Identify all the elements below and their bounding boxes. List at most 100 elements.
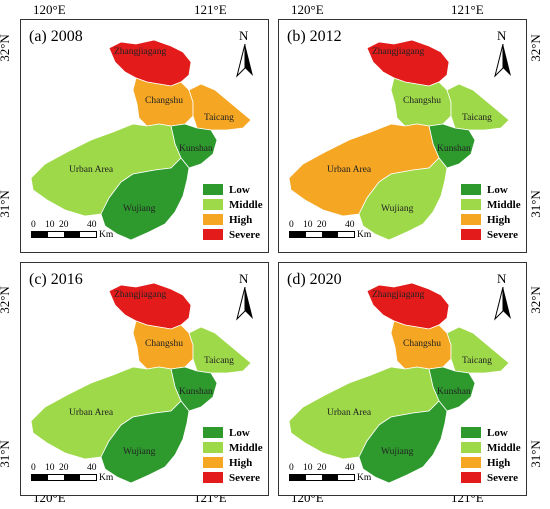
- map-panel: Zhangjiagang Changshu Taicang Kunshan Urban …: [20, 19, 269, 253]
- scale-bar: 0 10 20 40 Km: [31, 220, 113, 240]
- legend-swatch: [203, 427, 223, 438]
- map-panel: Zhangjiagang Changshu Taicang Kunshan Urban …: [278, 262, 527, 496]
- lat-31-left-top: 31°N: [0, 190, 12, 218]
- region-label: Changshu: [403, 339, 441, 349]
- region-label: Taicang: [204, 113, 234, 123]
- legend-item: Severe: [461, 227, 521, 242]
- legend-item: Low: [203, 425, 263, 440]
- region-wujiang: [358, 157, 448, 241]
- region-label: Wujiang: [381, 204, 414, 214]
- region-wujiang: [100, 157, 190, 241]
- legend-item: Low: [203, 182, 263, 197]
- region-label: Zhangjiagang: [114, 290, 167, 300]
- lat-32-left-top: 32°N: [0, 34, 12, 62]
- top-lon-right: 121°E: [194, 2, 227, 17]
- region-label: Taicang: [462, 113, 492, 123]
- legend-label: Middle: [487, 441, 521, 454]
- legend-item: High: [461, 455, 521, 470]
- legend-label: Low: [487, 426, 508, 439]
- scale-tick-label: 10: [303, 220, 313, 230]
- region-zhangjiagang: [366, 39, 450, 87]
- legend-item: High: [461, 212, 521, 227]
- legend-item: Middle: [461, 440, 521, 455]
- region-wujiang: [100, 400, 190, 484]
- panel-title: (b) 2012: [287, 28, 342, 45]
- legend-label: Severe: [229, 471, 260, 484]
- region-label: Zhangjiagang: [372, 290, 425, 300]
- region-label: Changshu: [145, 339, 183, 349]
- region-label: Changshu: [145, 96, 183, 106]
- scale-tick-label: 20: [317, 220, 327, 230]
- region-label: Kunshan: [437, 144, 471, 154]
- scale-bar: 0 10 20 40 Km: [289, 220, 371, 240]
- north-arrow-icon: [236, 287, 253, 321]
- region-changshu: [390, 77, 452, 127]
- legend-item: Middle: [203, 440, 263, 455]
- region-taicang: [446, 326, 510, 374]
- north-arrow-icon: [494, 44, 511, 78]
- legend-item: Severe: [461, 470, 521, 485]
- region-label: Kunshan: [437, 387, 471, 397]
- north-arrow-icon: [494, 287, 511, 321]
- legend-swatch: [461, 214, 481, 225]
- legend-item: Middle: [461, 197, 521, 212]
- north-label: N: [239, 271, 249, 286]
- region-label: Zhangjiagang: [114, 47, 167, 57]
- legend-item: Low: [461, 182, 521, 197]
- legend-label: Severe: [487, 471, 518, 484]
- scale-tick-label: 10: [303, 463, 313, 473]
- scale-tick-label: 0: [289, 220, 294, 230]
- panel-title: (d) 2020: [287, 271, 342, 288]
- region-zhangjiagang: [366, 282, 450, 330]
- lat-31-right-bottom: 31°N: [527, 440, 543, 468]
- region-taicang: [188, 326, 252, 374]
- region-map: [288, 39, 510, 241]
- region-map: [288, 282, 510, 484]
- top-lon-right-2: 121°E: [451, 2, 484, 17]
- region-label: Changshu: [403, 96, 441, 106]
- scale-bar: 0 10 20 40 Km: [289, 463, 371, 483]
- region-map: [30, 39, 252, 241]
- legend-swatch: [203, 214, 223, 225]
- lat-32-right-bottom: 32°N: [527, 286, 543, 314]
- top-lon-left-2: 120°E: [291, 2, 324, 17]
- region-label: Wujiang: [123, 204, 156, 214]
- scale-unit: Km: [99, 473, 114, 483]
- legend: Low Middle High Severe: [203, 182, 263, 242]
- scale-bar: 0 10 20 40 Km: [31, 463, 113, 483]
- region-changshu: [132, 77, 194, 127]
- region-zhangjiagang: [108, 39, 192, 87]
- scale-tick-label: 20: [59, 220, 69, 230]
- legend-item: High: [203, 212, 263, 227]
- legend-swatch: [203, 442, 223, 453]
- lat-31-right-top: 31°N: [527, 190, 543, 218]
- legend-swatch: [203, 457, 223, 468]
- scale-tick-label: 40: [345, 463, 355, 473]
- region-changshu: [390, 320, 452, 370]
- legend-label: High: [229, 456, 253, 469]
- region-changshu: [132, 320, 194, 370]
- legend-item: Severe: [203, 470, 263, 485]
- region-label: Wujiang: [381, 447, 414, 457]
- scale-tick-label: 10: [45, 220, 55, 230]
- legend-swatch: [461, 184, 481, 195]
- legend-label: Severe: [487, 228, 518, 241]
- top-lon-left: 120°E: [33, 2, 66, 17]
- north-label: N: [239, 28, 249, 43]
- region-zhangjiagang: [108, 282, 192, 330]
- lat-31-left-bottom: 31°N: [0, 440, 12, 468]
- scale-tick-label: 20: [59, 463, 69, 473]
- scale-unit: Km: [357, 230, 372, 240]
- region-label: Urban Area: [327, 408, 372, 418]
- legend-swatch: [203, 199, 223, 210]
- legend-label: High: [487, 213, 511, 226]
- scale-tick-label: 10: [45, 463, 55, 473]
- legend-label: Severe: [229, 228, 260, 241]
- north-label: N: [497, 28, 507, 43]
- legend-label: Low: [229, 426, 250, 439]
- legend-swatch: [461, 442, 481, 453]
- legend-label: Middle: [229, 198, 263, 211]
- lat-32-right-top: 32°N: [527, 34, 543, 62]
- scale-tick-label: 0: [31, 220, 36, 230]
- region-map: [30, 282, 252, 484]
